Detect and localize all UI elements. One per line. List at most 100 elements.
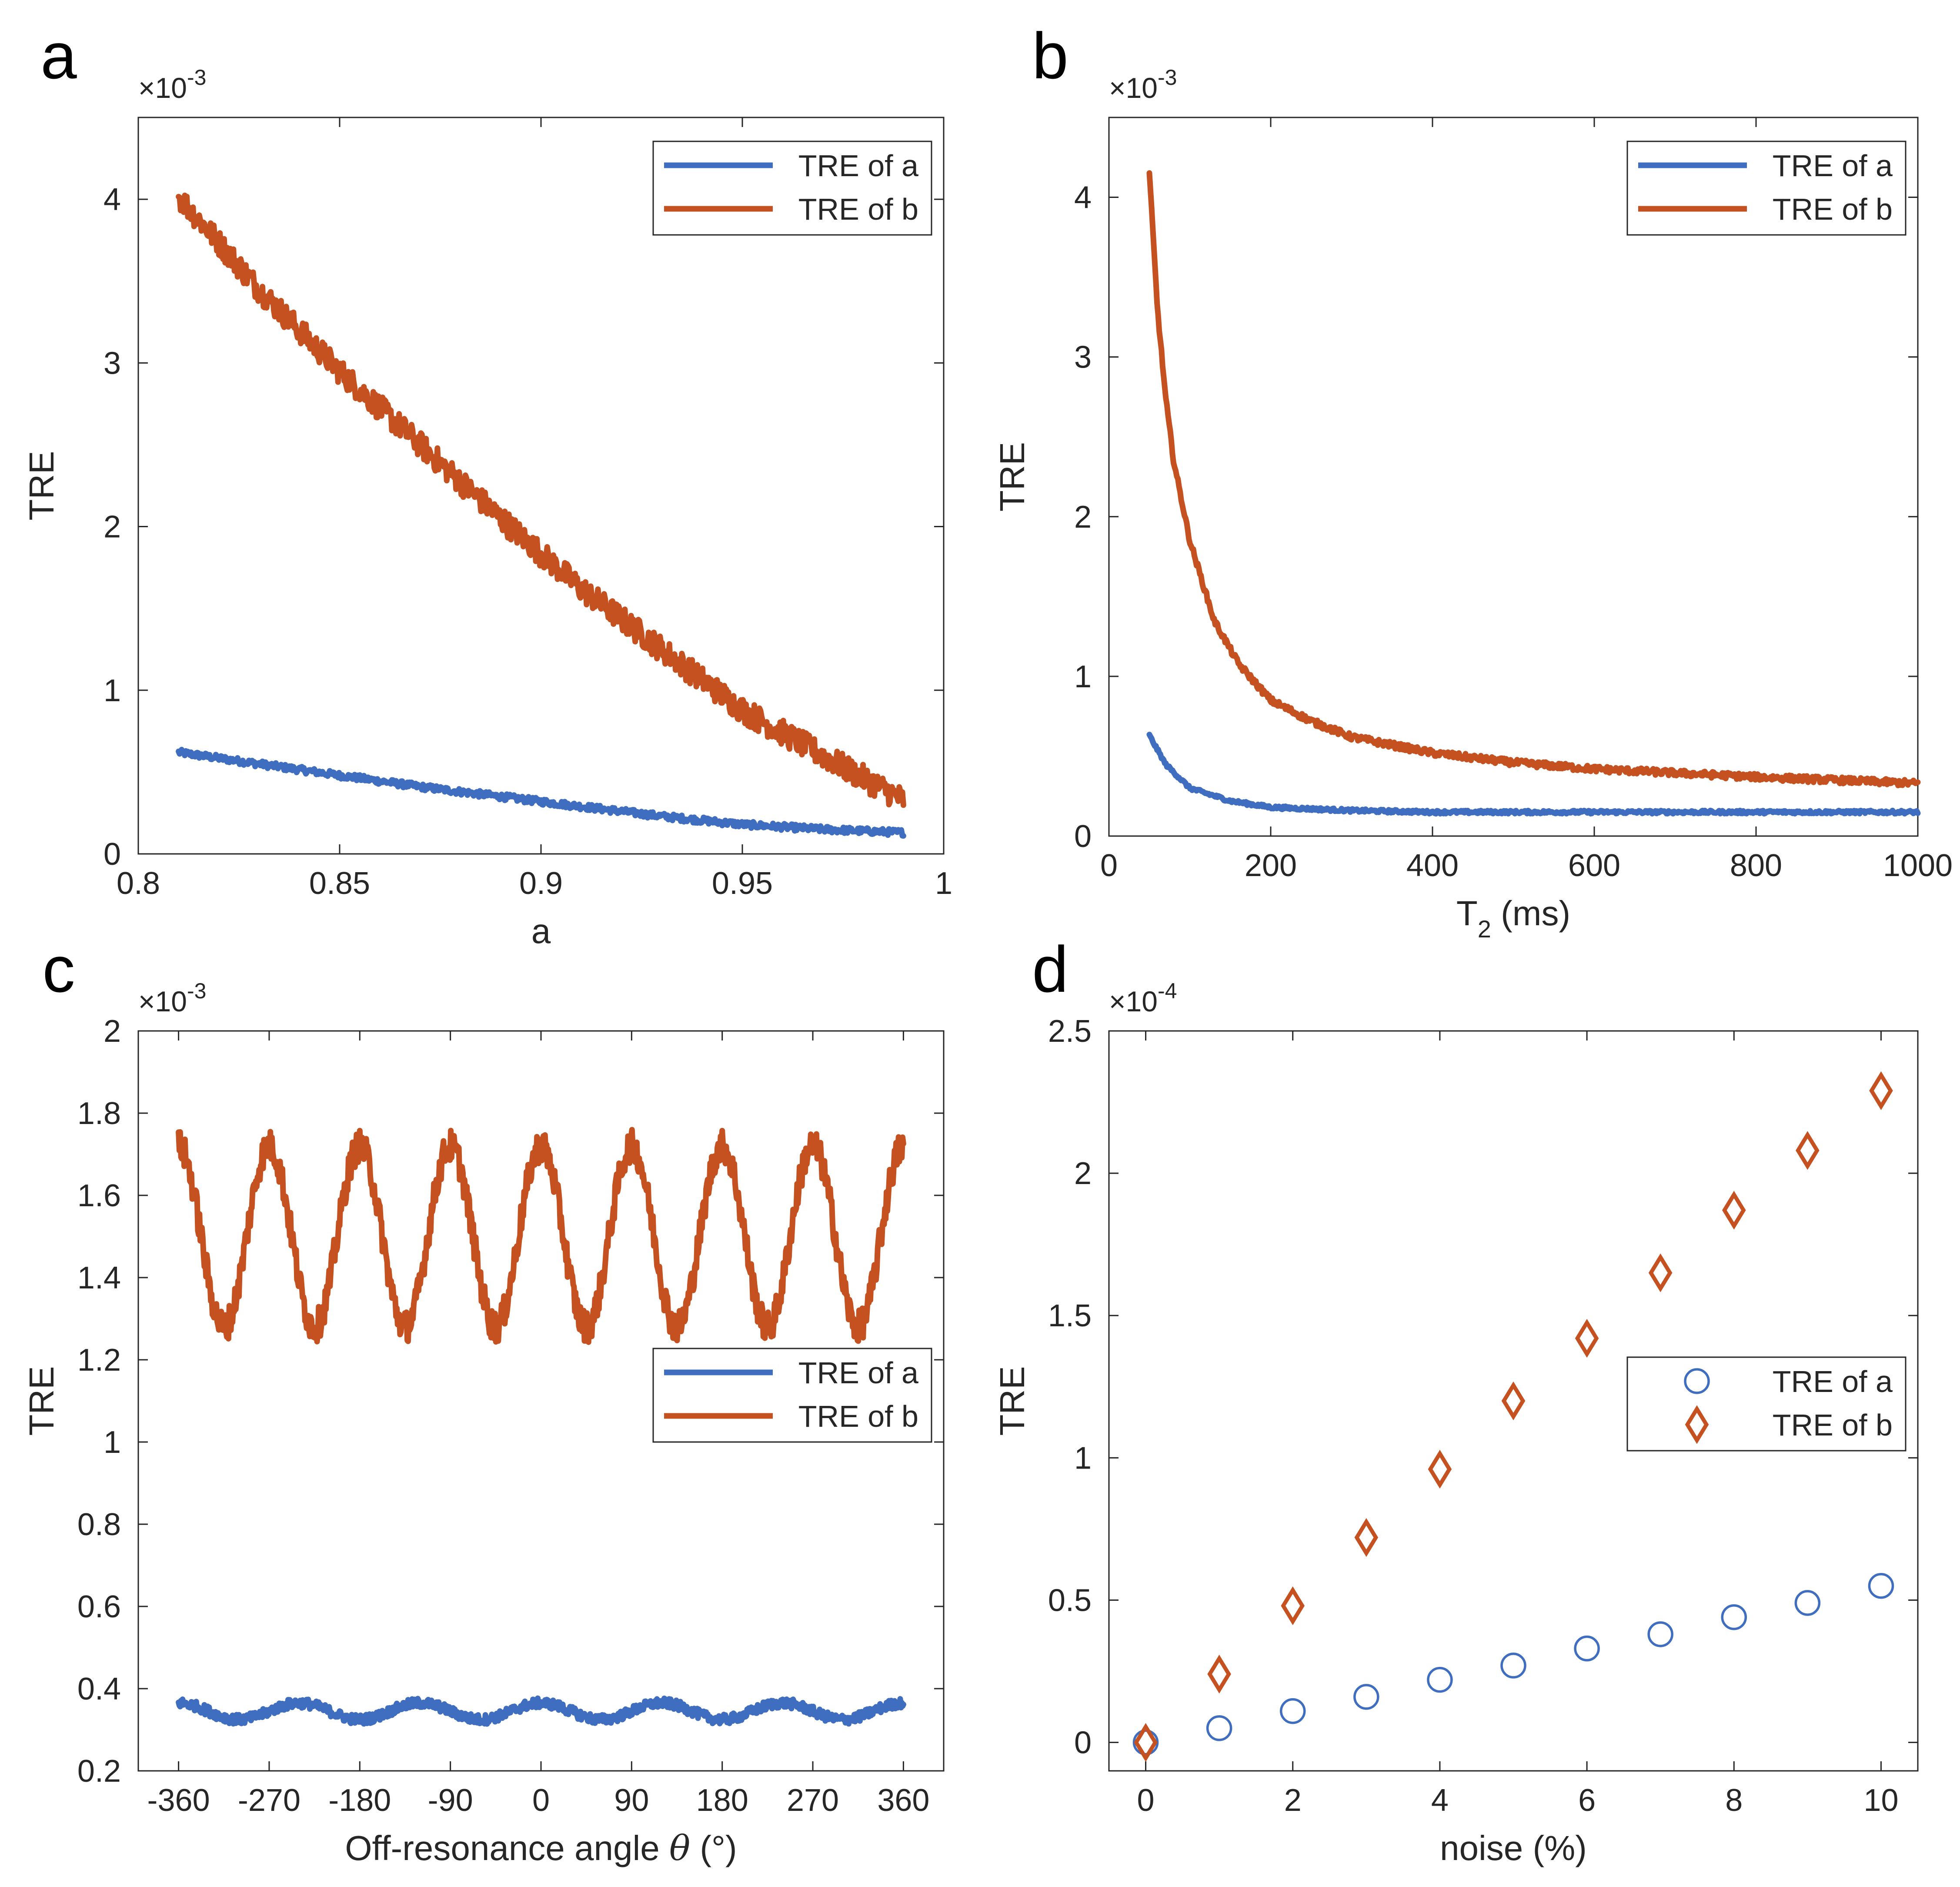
panel-letter: c [43, 933, 75, 1006]
axes-box [1108, 1030, 1919, 1772]
legend-label-b: TRE of b [1773, 1408, 1893, 1442]
x-axis-label: T2 (ms) [1456, 894, 1570, 943]
legend-box [652, 1348, 932, 1443]
x-tick-label: 10 [1863, 1783, 1898, 1818]
y-tick-label: 2 [1074, 1156, 1092, 1191]
x-tick-label: 400 [1406, 848, 1459, 883]
y-tick-label: 4 [1074, 181, 1092, 215]
y-tick-label: 4 [104, 182, 121, 217]
data-point-b [1796, 1131, 1820, 1170]
data-point-a [1721, 1604, 1747, 1630]
x-tick-label: -270 [238, 1783, 301, 1818]
y-exponent-label: ×10-3 [1109, 65, 1177, 104]
x-tick-label: 200 [1245, 848, 1297, 883]
data-point-a [1500, 1653, 1526, 1679]
y-tick-label: 1.2 [77, 1343, 121, 1378]
legend-label-a: TRE of a [1773, 1365, 1893, 1399]
y-tick-label: 1.6 [77, 1178, 121, 1213]
y-tick-label: 2 [1074, 500, 1092, 535]
panel-letter: d [1032, 933, 1068, 1006]
x-tick-label: -180 [328, 1783, 391, 1818]
legend-label-b: TRE of b [798, 192, 918, 226]
series-line-b [176, 192, 906, 808]
y-tick-label: 0.8 [77, 1507, 121, 1542]
y-tick-label: 1 [104, 1425, 121, 1460]
y-tick-label: 1.5 [1048, 1298, 1092, 1333]
x-tick-label: 8 [1725, 1783, 1743, 1818]
y-tick-label: 1.4 [77, 1261, 121, 1295]
y-tick-label: 2 [104, 510, 121, 545]
y-tick-label: 0 [1074, 819, 1092, 854]
data-point-a [1427, 1666, 1453, 1693]
data-point-a [1794, 1590, 1821, 1616]
legend-label-b: TRE of b [1773, 192, 1893, 226]
y-tick-label: 2 [104, 1014, 121, 1049]
x-tick-label: 0.9 [519, 866, 563, 901]
panel-b: b 0 200 400 600 800 1000 0 1 2 3 4 ×10-3 TRE T2 (ms) TR… [993, 19, 1953, 943]
legend-marker-b [1685, 1405, 1709, 1444]
data-point-a [1206, 1715, 1232, 1741]
panel-c: c -360 -270 -180 -90 0 90 180 270 360 0.2 0.4 0.6 0.8… [22, 933, 945, 1868]
y-tick-label: 1 [104, 673, 121, 708]
x-tick-label: 600 [1568, 848, 1620, 883]
data-point-b [1354, 1518, 1379, 1557]
data-point-b [1869, 1071, 1893, 1111]
x-tick-label: -360 [147, 1783, 210, 1818]
legend: TRE of a TRE of b [1626, 141, 1907, 236]
y-tick-label: 0.6 [77, 1589, 121, 1624]
data-point-a [1647, 1621, 1673, 1647]
y-tick-label: 2.5 [1048, 1014, 1092, 1049]
y-axis-label: TRE [993, 442, 1032, 512]
data-point-a [1868, 1573, 1894, 1599]
x-tick-label: 0 [1137, 1783, 1155, 1818]
x-axis-label: noise (%) [1440, 1829, 1587, 1867]
x-tick-label: 6 [1578, 1783, 1596, 1818]
series-line-b [176, 1127, 906, 1345]
y-tick-label: 1.8 [77, 1096, 121, 1131]
y-tick-label: 0 [1074, 1726, 1092, 1760]
data-point-b [1428, 1449, 1452, 1489]
x-tick-label: 1 [935, 866, 952, 901]
y-tick-label: 0 [104, 837, 121, 872]
series-line-a [176, 1695, 906, 1727]
x-tick-label: 0.85 [309, 866, 370, 901]
data-point-b [1207, 1654, 1231, 1694]
y-tick-label: 1 [1074, 659, 1092, 694]
panel-letter: b [1032, 19, 1068, 92]
x-tick-label: 0 [1100, 848, 1118, 883]
x-tick-label: -90 [428, 1783, 473, 1818]
axes-box [1108, 117, 1919, 837]
x-axis-label: Off-resonance angle θ (°) [345, 1828, 737, 1868]
panel-d: d 0 2 4 6 8 10 0 0.5 1 1.5 2 2.5 ×10-4 TRE noise (%) TRE… [993, 933, 1919, 1867]
data-point-a [1353, 1684, 1379, 1710]
y-exponent-label: ×10-4 [1109, 979, 1177, 1017]
data-point-b [1575, 1318, 1599, 1358]
data-point-a [1574, 1635, 1600, 1662]
y-tick-label: 3 [1074, 340, 1092, 375]
legend-box [1626, 141, 1907, 236]
x-tick-label: 2 [1284, 1783, 1302, 1818]
data-point-b [1722, 1191, 1746, 1230]
x-tick-label: 90 [614, 1783, 649, 1818]
y-axis-label: TRE [22, 451, 61, 521]
legend-label-a: TRE of a [798, 149, 918, 183]
data-point-b [1281, 1586, 1305, 1626]
x-tick-label: 800 [1730, 848, 1782, 883]
y-tick-label: 3 [104, 346, 121, 381]
data-point-b [1134, 1723, 1158, 1762]
y-tick-label: 0.5 [1048, 1583, 1092, 1618]
data-point-b [1648, 1253, 1673, 1292]
legend-label-a: TRE of a [798, 1356, 918, 1390]
x-tick-label: 360 [877, 1783, 929, 1818]
series-line-b [1146, 170, 1921, 789]
y-axis-label: TRE [22, 1366, 61, 1436]
y-tick-label: 0.4 [77, 1672, 121, 1706]
legend-box [652, 141, 932, 236]
series-line-a [1146, 732, 1921, 817]
legend-box [1626, 1356, 1907, 1452]
x-tick-label: 4 [1431, 1783, 1449, 1818]
y-tick-label: 1 [1074, 1441, 1092, 1475]
legend-label-b: TRE of b [798, 1399, 918, 1433]
legend: TRE of a TRE of b [1626, 1356, 1907, 1452]
